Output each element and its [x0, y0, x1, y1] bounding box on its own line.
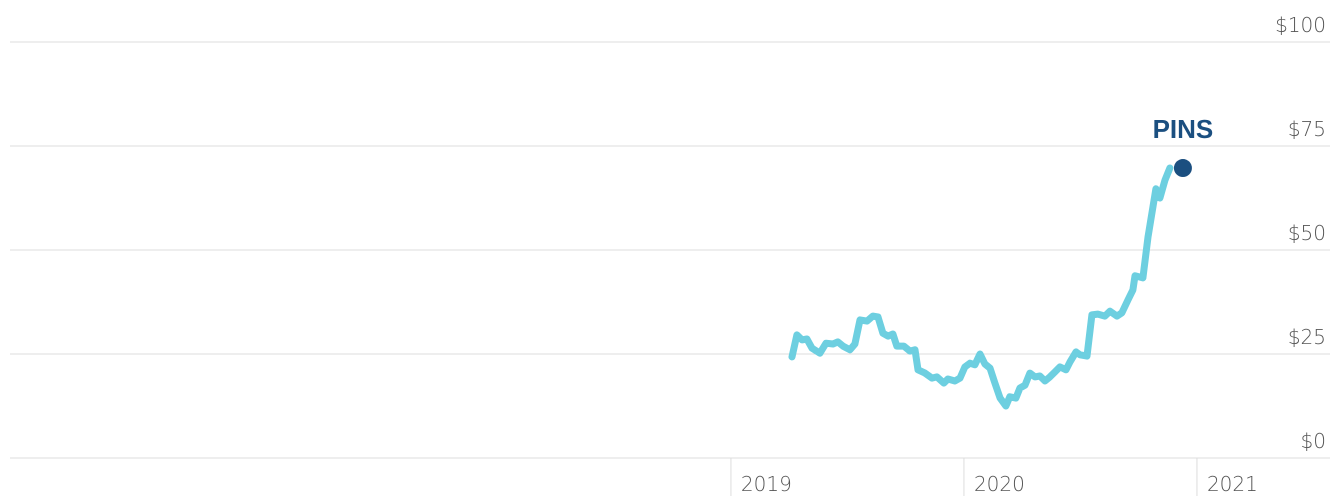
- y-tick-label: $100: [1275, 13, 1326, 37]
- line: [788, 164, 1174, 410]
- x-tick-label: 2019: [741, 472, 792, 496]
- y-tick-label: $0: [1301, 429, 1326, 453]
- end-marker: [1173, 159, 1192, 178]
- y-tick-label: $25: [1288, 325, 1326, 349]
- x-tick-label: 2021: [1207, 472, 1258, 496]
- x-tick-label: 2020: [974, 472, 1025, 496]
- y-tick-label: $50: [1288, 221, 1326, 245]
- y-tick-label: $75: [1288, 117, 1326, 141]
- series-label: PINS: [1153, 114, 1214, 144]
